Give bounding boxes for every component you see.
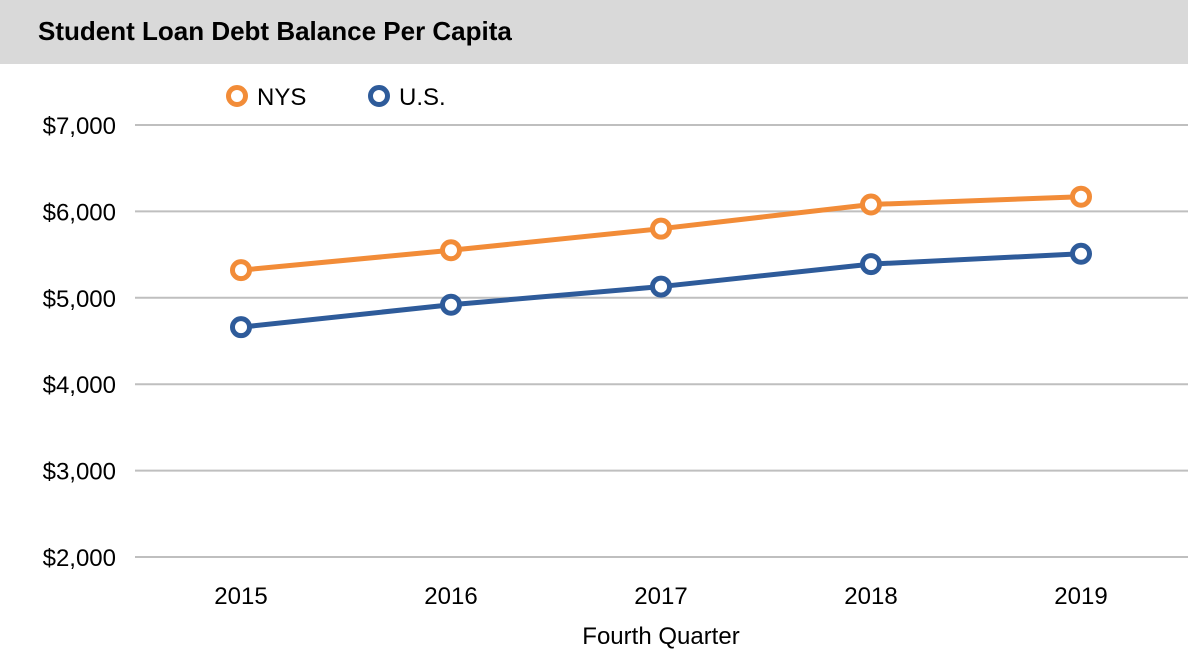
legend-marker-nys [226, 85, 248, 107]
data-point-us [1070, 242, 1092, 265]
legend-label-us: U.S. [399, 84, 446, 111]
legend: NYS U.S. [226, 84, 446, 111]
gridlines [135, 124, 1188, 558]
data-point-us [440, 293, 462, 316]
legend-label-nys: NYS [257, 84, 306, 111]
y-tick-label: $4,000 [43, 372, 116, 399]
y-tick-label: $3,000 [43, 459, 116, 486]
series-group [230, 185, 1092, 339]
y-tick-label: $7,000 [43, 113, 116, 140]
chart-title-bar: Student Loan Debt Balance Per Capita [0, 0, 1188, 64]
y-tick-label: $5,000 [43, 286, 116, 313]
x-tick-label: 2016 [424, 583, 477, 610]
x-tick-label: 2015 [214, 583, 267, 610]
y-tick-label: $2,000 [43, 545, 116, 572]
data-point-nys [440, 239, 462, 262]
data-point-us [230, 316, 252, 339]
y-tick-label: $6,000 [43, 199, 116, 226]
x-axis-ticks: 2015 2016 2017 2018 2019 [214, 583, 1107, 610]
data-point-us [650, 275, 672, 298]
chart-title: Student Loan Debt Balance Per Capita [38, 16, 512, 46]
legend-marker-us [368, 85, 390, 107]
data-point-nys [230, 259, 252, 282]
data-point-nys [1070, 185, 1092, 208]
x-tick-label: 2017 [634, 583, 687, 610]
x-axis-label: Fourth Quarter [582, 623, 739, 650]
x-tick-label: 2019 [1054, 583, 1107, 610]
data-point-nys [860, 193, 882, 216]
data-point-us [860, 253, 882, 276]
x-tick-label: 2018 [844, 583, 897, 610]
data-point-nys [650, 217, 672, 240]
y-axis-ticks: $7,000 $6,000 $5,000 $4,000 $3,000 $2,000 [43, 113, 116, 572]
